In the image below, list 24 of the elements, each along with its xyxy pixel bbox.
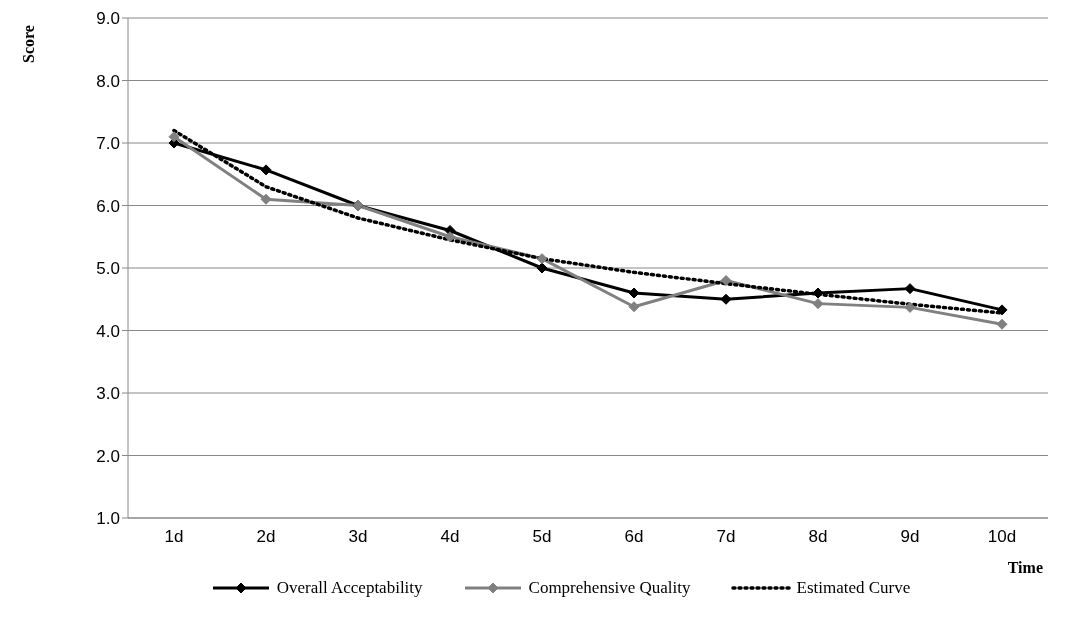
y-tick-label: 4.0	[96, 321, 120, 341]
legend-label: Overall Acceptability	[276, 578, 423, 598]
x-tick-label: 1d	[164, 527, 184, 547]
x-tick-label: 7d	[716, 527, 736, 547]
y-tick-label: 7.0	[96, 134, 120, 154]
legend-label: Estimated Curve	[796, 578, 911, 598]
y-tick-label: 3.0	[96, 384, 120, 404]
legend-label: Comprehensive Quality	[528, 578, 691, 598]
y-tick-label: 1.0	[96, 509, 120, 529]
x-tick-label: 9d	[900, 527, 920, 547]
y-tick-label: 8.0	[96, 71, 120, 91]
x-tick-label: 8d	[808, 527, 828, 547]
x-tick-label: 5d	[532, 527, 552, 547]
x-tick-label: 4d	[440, 527, 460, 547]
y-tick-label: 2.0	[96, 446, 120, 466]
y-axis-title: Score	[20, 25, 38, 63]
x-tick-label: 2d	[256, 527, 276, 547]
x-tick-label: 10d	[987, 527, 1017, 547]
y-tick-label: 5.0	[96, 259, 120, 279]
x-tick-label: 6d	[624, 527, 644, 547]
y-tick-label: 9.0	[96, 9, 120, 29]
y-tick-label: 6.0	[96, 196, 120, 216]
x-axis-title: Time	[1007, 559, 1043, 576]
x-tick-label: 3d	[348, 527, 368, 547]
